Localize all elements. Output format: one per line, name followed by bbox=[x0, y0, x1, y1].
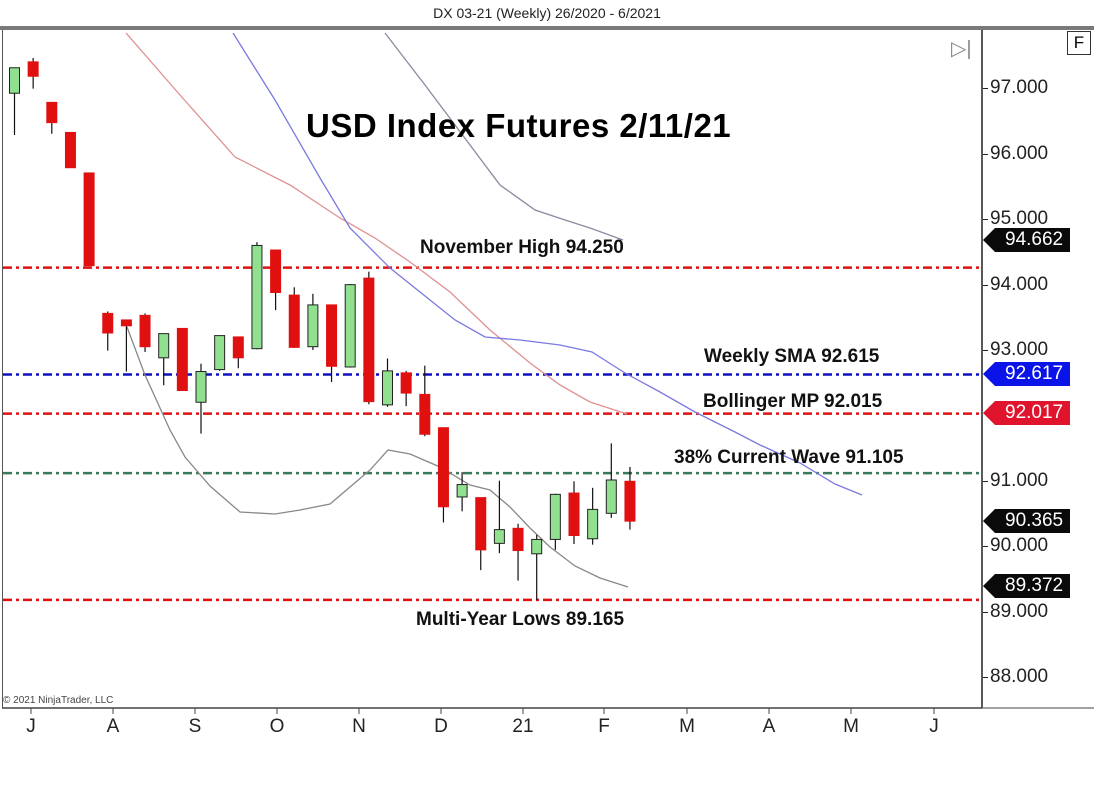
x-tick-feb: F bbox=[598, 716, 610, 737]
price-tag-sma: 92.617 bbox=[1005, 363, 1064, 384]
annotation-current-wave: 38% Current Wave 91.105 bbox=[674, 447, 904, 468]
x-tick-jul: J bbox=[26, 716, 36, 737]
y-tick-97: 97.000 bbox=[982, 77, 1049, 98]
chart-left-border bbox=[2, 30, 3, 708]
price-tag-upper-band: 94.662 bbox=[1005, 229, 1064, 250]
x-tick-dec: D bbox=[434, 716, 448, 737]
y-tick-94: 94.000 bbox=[982, 274, 1049, 295]
x-tick-apr: A bbox=[762, 716, 776, 737]
window-title: DX 03-21 (Weekly) 26/2020 - 6/2021 bbox=[433, 5, 661, 21]
price-tag-lower-band: 89.372 bbox=[1005, 575, 1064, 596]
y-tick-93: 93.000 bbox=[982, 339, 1049, 360]
copyright-notice: © 2021 NinjaTrader, LLC bbox=[3, 695, 114, 706]
annotation-november-high: November High 94.250 bbox=[420, 237, 624, 258]
price-tag-bollinger: 92.017 bbox=[1005, 402, 1064, 423]
price-tag-last: 90.365 bbox=[1005, 510, 1064, 531]
y-tick-88: 88.000 bbox=[982, 666, 1049, 687]
x-tick-oct: O bbox=[269, 716, 285, 737]
x-tick-sep: S bbox=[188, 716, 202, 737]
scroll-to-end-icon[interactable]: ▷| bbox=[951, 38, 972, 60]
x-tick-mar: M bbox=[679, 716, 695, 737]
annotation-bollinger-mp: Bollinger MP 92.015 bbox=[703, 391, 883, 412]
x-tick-2021: 21 bbox=[512, 716, 534, 737]
y-tick-95: 95.000 bbox=[982, 208, 1049, 229]
x-tick-nov: N bbox=[352, 716, 366, 737]
y-tick-90: 90.000 bbox=[982, 535, 1049, 556]
annotation-multi-year-lows: Multi-Year Lows 89.165 bbox=[416, 609, 625, 630]
annotation-weekly-sma: Weekly SMA 92.615 bbox=[704, 346, 880, 367]
y-tick-91: 91.000 bbox=[982, 470, 1049, 491]
candlestick-series bbox=[9, 57, 636, 601]
horizontal-levels bbox=[3, 266, 982, 602]
chart-title: USD Index Futures 2/11/21 bbox=[306, 107, 732, 144]
x-tick-jun: J bbox=[929, 716, 939, 737]
x-tick-may: M bbox=[843, 716, 859, 737]
y-tick-89: 89.000 bbox=[982, 601, 1049, 622]
y-tick-96: 96.000 bbox=[982, 143, 1049, 164]
title-divider bbox=[0, 26, 1094, 30]
x-axis-ticks bbox=[30, 708, 935, 714]
x-tick-aug: A bbox=[106, 716, 120, 737]
f-button[interactable]: F bbox=[1067, 31, 1091, 55]
indicator-curves bbox=[125, 32, 863, 588]
